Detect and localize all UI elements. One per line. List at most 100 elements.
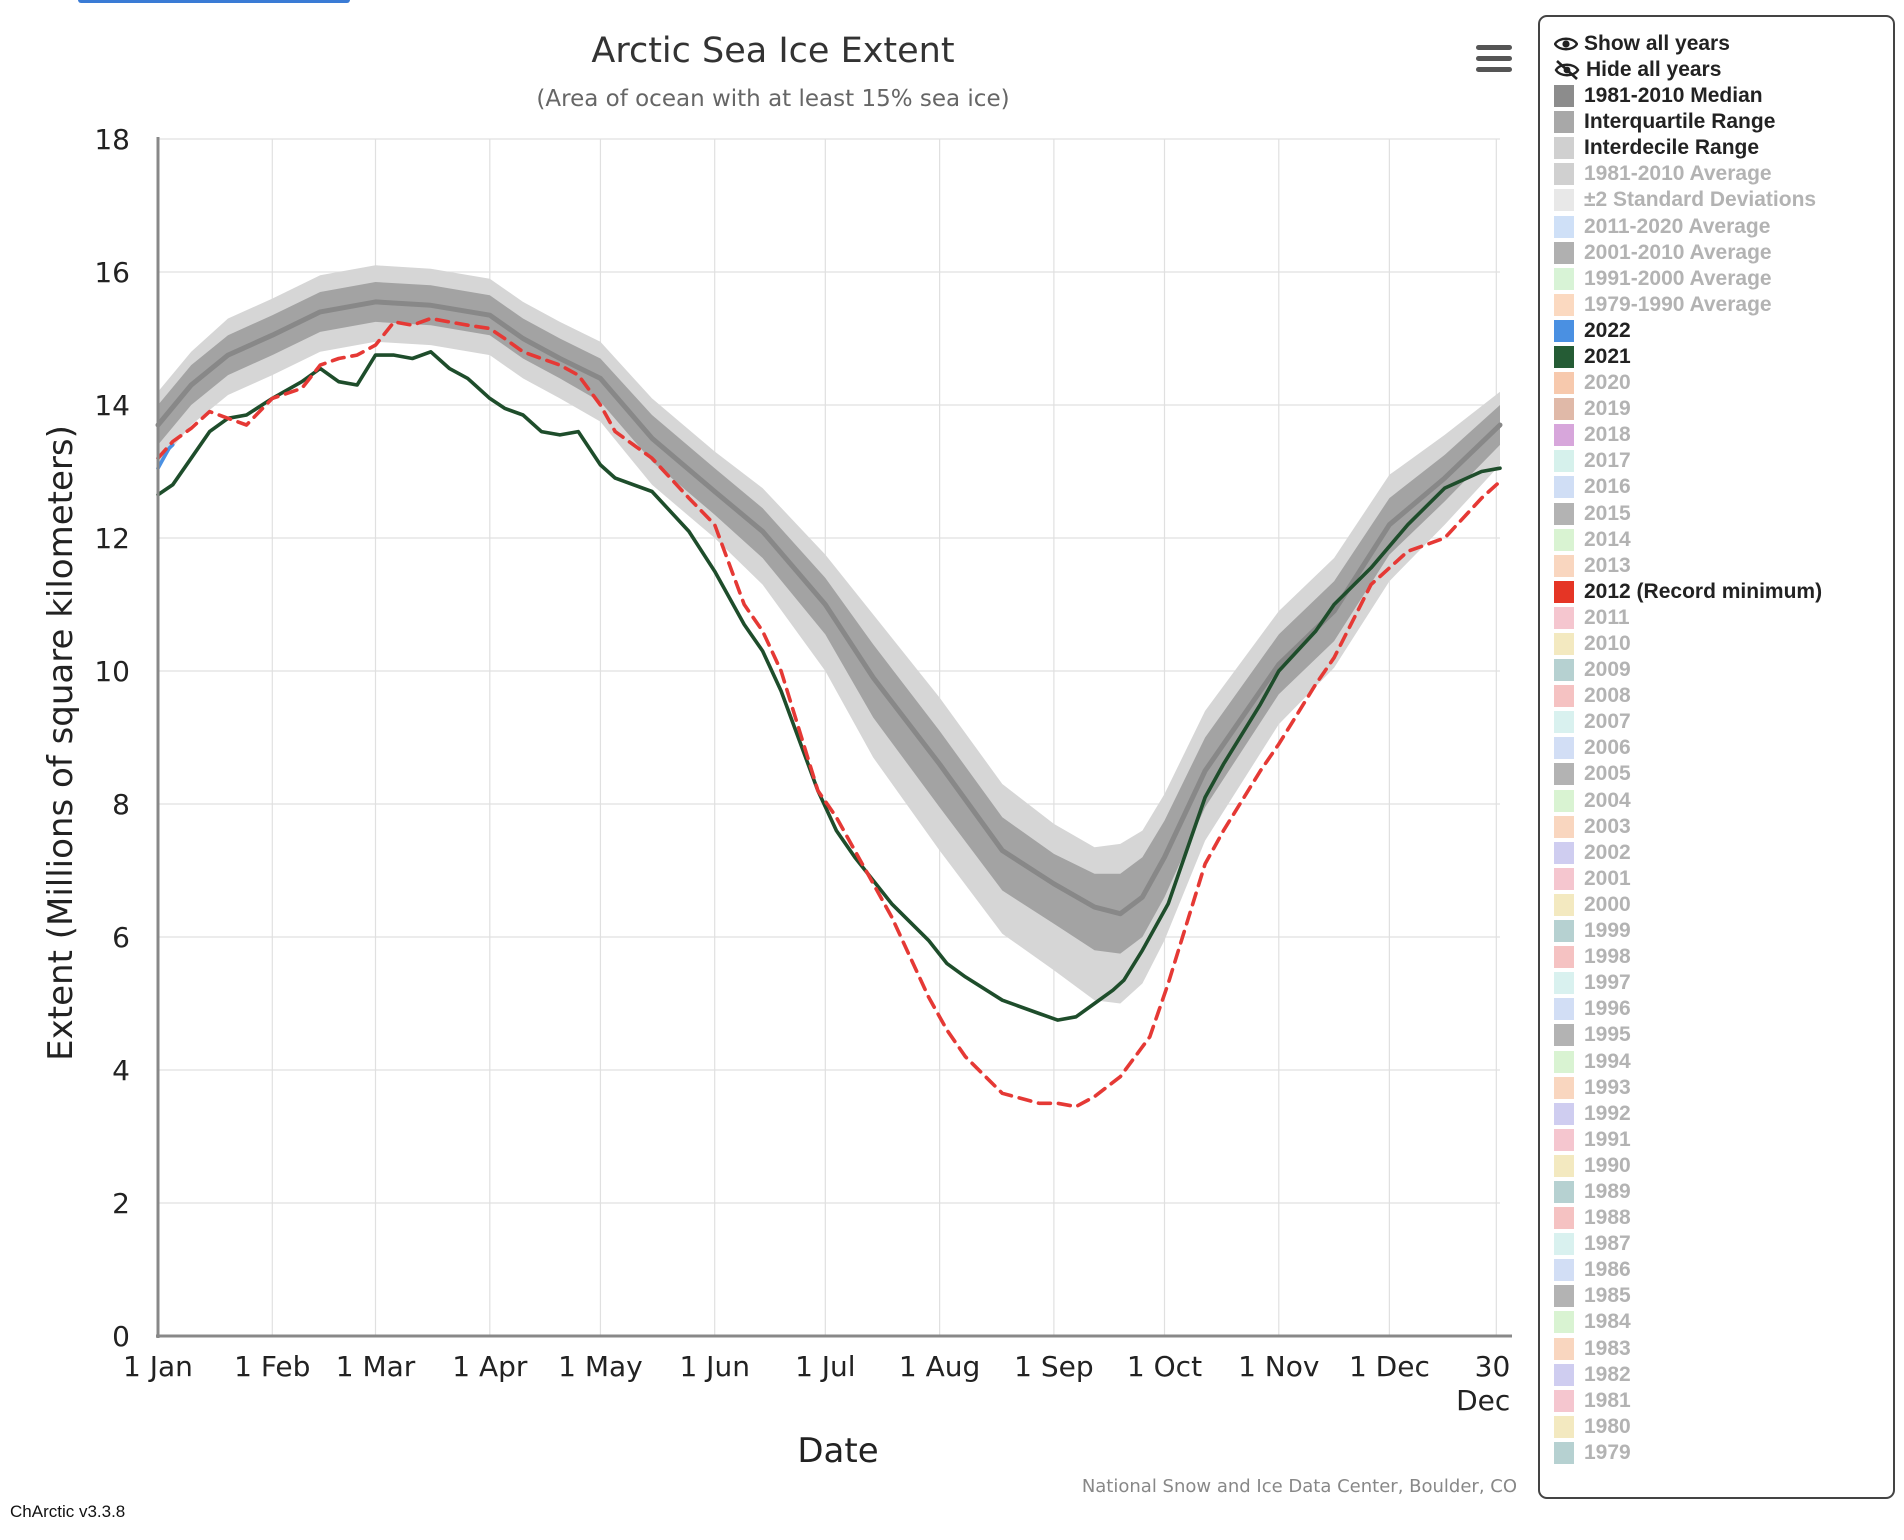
legend-item[interactable]: 1989 xyxy=(1554,1179,1883,1205)
x-tick-label: 1 Sep xyxy=(1014,1350,1094,1383)
hamburger-menu-icon[interactable] xyxy=(1474,42,1514,78)
legend-item[interactable]: 2003 xyxy=(1554,814,1883,840)
legend-item[interactable]: 2009 xyxy=(1554,657,1883,683)
sea-ice-chart: Arctic Sea Ice Extent (Area of ocean wit… xyxy=(41,31,1517,1497)
legend-item[interactable]: 2002 xyxy=(1554,840,1883,866)
legend-item[interactable]: 2022 xyxy=(1554,318,1883,344)
legend-item[interactable]: 2015 xyxy=(1554,501,1883,527)
legend-item[interactable]: 1991-2000 Average xyxy=(1554,266,1883,292)
show-all-years-button[interactable]: Show all years xyxy=(1554,31,1883,57)
legend-item[interactable]: 2001-2010 Average xyxy=(1554,240,1883,266)
legend-label: 2001-2010 Average xyxy=(1584,240,1772,264)
legend-item[interactable]: Interquartile Range xyxy=(1554,109,1883,135)
legend-label: 2011-2020 Average xyxy=(1584,214,1771,238)
x-tick-label: 1 May xyxy=(558,1350,643,1383)
legend-items: 1981-2010 Median Interquartile Range Inter… xyxy=(1554,83,1883,1466)
legend-panel: Show all years Hide all years 1981-2010 … xyxy=(1538,15,1895,1499)
range-bands xyxy=(158,265,1500,1004)
legend-item[interactable]: 1993 xyxy=(1554,1075,1883,1101)
legend-item[interactable]: 1984 xyxy=(1554,1309,1883,1335)
legend-item[interactable]: 1997 xyxy=(1554,970,1883,996)
legend-item[interactable]: 1988 xyxy=(1554,1205,1883,1231)
chart-subtitle: (Area of ocean with at least 15% sea ice… xyxy=(536,86,1009,112)
version-label: ChArctic v3.3.8 xyxy=(10,1502,126,1521)
legend-swatch xyxy=(1554,946,1574,969)
legend-item[interactable]: 1998 xyxy=(1554,944,1883,970)
hide-all-years-button[interactable]: Hide all years xyxy=(1554,57,1883,83)
band-interquartile-range xyxy=(158,282,1500,954)
legend-swatch xyxy=(1554,580,1574,603)
legend-label: 2021 xyxy=(1584,344,1631,368)
legend-item[interactable]: 1981-2010 Average xyxy=(1554,161,1883,187)
legend-item[interactable]: 2011-2020 Average xyxy=(1554,213,1883,239)
legend-item[interactable]: 2007 xyxy=(1554,709,1883,735)
legend-item[interactable]: 2020 xyxy=(1554,370,1883,396)
legend-label: 1996 xyxy=(1584,997,1631,1021)
x-tick-label: 1 Aug xyxy=(899,1350,980,1383)
legend-swatch xyxy=(1554,1285,1574,1308)
legend-item[interactable]: ±2 Standard Deviations xyxy=(1554,187,1883,213)
legend-item[interactable]: 2014 xyxy=(1554,527,1883,553)
legend-item[interactable]: 2016 xyxy=(1554,474,1883,500)
legend-swatch xyxy=(1554,1024,1574,1047)
legend-swatch xyxy=(1554,685,1574,708)
legend-item[interactable]: 2011 xyxy=(1554,605,1883,631)
legend-item[interactable]: 1999 xyxy=(1554,918,1883,944)
legend-item[interactable]: 1995 xyxy=(1554,1022,1883,1048)
legend-swatch xyxy=(1554,1233,1574,1256)
legend-swatch xyxy=(1554,1389,1574,1412)
legend-label: 1991 xyxy=(1584,1127,1631,1151)
legend-item[interactable]: 1990 xyxy=(1554,1153,1883,1179)
legend-item[interactable]: 1985 xyxy=(1554,1283,1883,1309)
legend-item[interactable]: 1994 xyxy=(1554,1048,1883,1074)
legend-item[interactable]: 2010 xyxy=(1554,631,1883,657)
legend-label: 2002 xyxy=(1584,840,1631,864)
legend-item[interactable]: 1986 xyxy=(1554,1257,1883,1283)
legend-item[interactable]: 2000 xyxy=(1554,892,1883,918)
legend-item[interactable]: 2013 xyxy=(1554,553,1883,579)
credit-text[interactable]: National Snow and Ice Data Center, Bould… xyxy=(1082,1476,1517,1497)
legend-label: 1986 xyxy=(1584,1258,1631,1282)
legend-item[interactable]: 1983 xyxy=(1554,1336,1883,1362)
legend-swatch xyxy=(1554,841,1574,864)
legend-item[interactable]: 1982 xyxy=(1554,1362,1883,1388)
legend-item[interactable]: 1979 xyxy=(1554,1440,1883,1466)
legend-label: 1995 xyxy=(1584,1023,1631,1047)
legend-item[interactable]: 2006 xyxy=(1554,735,1883,761)
legend-item[interactable]: 2005 xyxy=(1554,761,1883,787)
y-tick-label: 8 xyxy=(112,788,130,821)
legend-item[interactable]: 1992 xyxy=(1554,1101,1883,1127)
legend-item[interactable]: 1996 xyxy=(1554,996,1883,1022)
legend-item[interactable]: 2001 xyxy=(1554,866,1883,892)
legend-item[interactable]: 1991 xyxy=(1554,1127,1883,1153)
legend-label: 1982 xyxy=(1584,1362,1631,1386)
x-tick-label: Dec xyxy=(1456,1384,1510,1417)
legend-item[interactable]: 1981-2010 Median xyxy=(1554,83,1883,109)
legend-swatch xyxy=(1554,659,1574,682)
legend-item[interactable]: 1979-1990 Average xyxy=(1554,292,1883,318)
legend-swatch xyxy=(1554,1337,1574,1360)
legend-item[interactable]: 1981 xyxy=(1554,1388,1883,1414)
legend-swatch xyxy=(1554,867,1574,890)
legend-label: 1988 xyxy=(1584,1206,1631,1230)
legend-swatch xyxy=(1554,215,1574,238)
chart-title: Arctic Sea Ice Extent xyxy=(591,31,954,71)
legend-label: 2011 xyxy=(1584,605,1630,629)
legend-label: 2006 xyxy=(1584,736,1631,760)
legend-item[interactable]: 2018 xyxy=(1554,422,1883,448)
legend-swatch xyxy=(1554,424,1574,447)
legend-item[interactable]: 2012 (Record minimum) xyxy=(1554,579,1883,605)
legend-label: 1984 xyxy=(1584,1310,1631,1334)
legend-item[interactable]: Interdecile Range xyxy=(1554,135,1883,161)
legend-swatch xyxy=(1554,763,1574,786)
x-tick-label: 1 Nov xyxy=(1238,1350,1319,1383)
legend-item[interactable]: 2008 xyxy=(1554,683,1883,709)
line-2021 xyxy=(156,350,1502,1022)
legend-item[interactable]: 2017 xyxy=(1554,448,1883,474)
legend-item[interactable]: 2004 xyxy=(1554,788,1883,814)
y-axis-label: Extent (Millions of square kilometers) xyxy=(41,425,81,1061)
legend-item[interactable]: 1987 xyxy=(1554,1231,1883,1257)
legend-item[interactable]: 1980 xyxy=(1554,1414,1883,1440)
legend-item[interactable]: 2019 xyxy=(1554,396,1883,422)
legend-item[interactable]: 2021 xyxy=(1554,344,1883,370)
